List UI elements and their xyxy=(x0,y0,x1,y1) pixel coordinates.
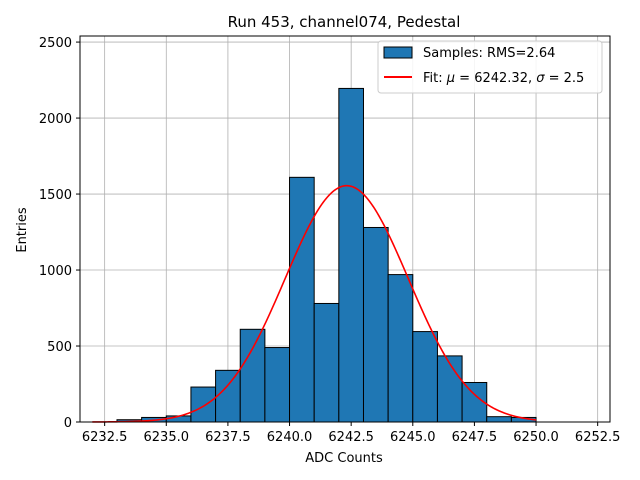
y-tick-label: 500 xyxy=(47,340,72,355)
legend-box xyxy=(377,40,603,94)
x-tick-label: 6235.0 xyxy=(144,430,190,445)
x-tick-label: 6240.0 xyxy=(267,430,313,445)
x-tick-label: 6250.0 xyxy=(513,430,559,445)
histogram-bar xyxy=(215,369,241,423)
histogram-bar xyxy=(190,386,217,423)
y-axis-label: Entries xyxy=(15,207,30,253)
histogram-bar xyxy=(412,331,438,423)
histogram-bar xyxy=(338,87,364,423)
chart-title: Run 453, channel074, Pedestal xyxy=(228,13,461,31)
histogram-bar xyxy=(436,355,463,423)
y-tick-label: 1500 xyxy=(39,188,72,203)
histogram-bar xyxy=(387,274,414,423)
x-axis-label: ADC Counts xyxy=(305,451,383,466)
histogram-bar xyxy=(289,176,315,423)
x-tick-label: 6232.5 xyxy=(82,430,128,445)
x-tick-label: 6252.5 xyxy=(575,430,621,445)
x-tick-label: 6247.5 xyxy=(452,430,498,445)
histogram-bar xyxy=(362,226,389,423)
fit-curve-layer xyxy=(92,184,537,423)
x-tick-label: 6237.5 xyxy=(205,430,251,445)
x-tick-label: 6245.0 xyxy=(390,430,436,445)
legend-histogram-swatch xyxy=(383,46,413,59)
histogram-bar xyxy=(239,328,266,423)
y-tick-label: 2500 xyxy=(39,36,72,51)
histogram-bar xyxy=(461,381,488,423)
x-axis-ticks: 6232.5 6235.0 6237.5 6240.0 6242.5 6245.0 6247… xyxy=(82,422,621,445)
histogram-bar xyxy=(486,416,512,423)
histogram-bars xyxy=(116,87,537,423)
x-tick-label: 6242.5 xyxy=(328,430,374,445)
plot-frame xyxy=(79,35,611,423)
histogram-bar xyxy=(264,347,291,423)
legend: Samples: RMS=2.64 Fit: μ = 6242.32, σ = … xyxy=(377,40,603,94)
legend-histogram-label: Samples: RMS=2.64 xyxy=(423,46,555,61)
y-axis-ticks: 0 500 1000 1500 2000 2500 xyxy=(39,36,80,431)
y-tick-label: 0 xyxy=(64,416,72,431)
y-tick-label: 2000 xyxy=(39,112,72,127)
fit-curve xyxy=(92,184,537,423)
y-tick-label: 1000 xyxy=(39,264,72,279)
histogram-bar xyxy=(313,302,340,423)
legend-fit-label: Fit: μ = 6242.32, σ = 2.5 xyxy=(423,71,584,86)
